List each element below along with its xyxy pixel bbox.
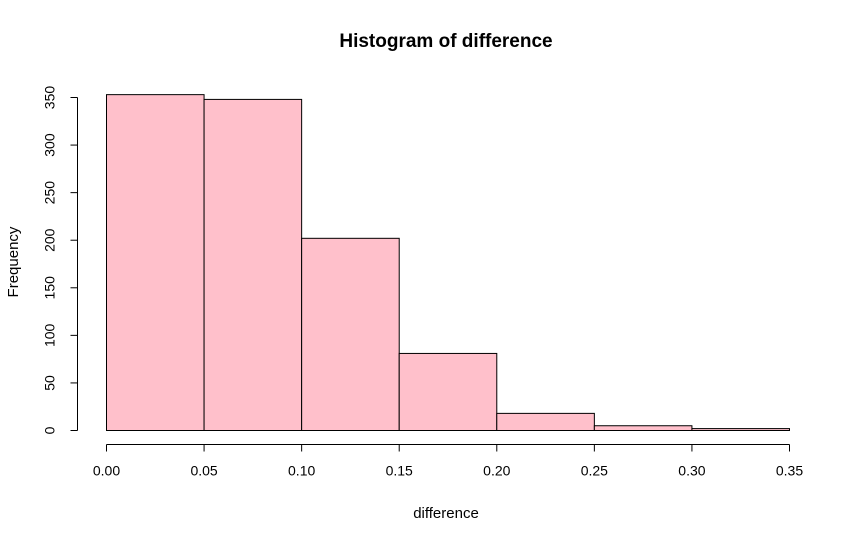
y-tick-label-2: 100 bbox=[42, 323, 58, 347]
x-tick-label-5: 0.25 bbox=[581, 463, 608, 479]
histogram-bar-5 bbox=[593, 425, 693, 432]
x-tick-label-0: 0.00 bbox=[93, 463, 120, 479]
y-axis-label: Frequency bbox=[5, 226, 22, 297]
y-tick-label-7: 350 bbox=[42, 86, 58, 110]
histogram-bar-1 bbox=[203, 98, 303, 431]
x-tick-label-7: 0.35 bbox=[776, 463, 803, 479]
x-tick-label-3: 0.15 bbox=[386, 463, 413, 479]
x-tick-label-1: 0.05 bbox=[190, 463, 217, 479]
histogram-bar-4 bbox=[496, 412, 595, 432]
histogram-bar-0 bbox=[106, 94, 205, 431]
y-tick-label-6: 300 bbox=[42, 133, 58, 157]
y-axis: 0 50 100 150 200 250 300 350 bbox=[42, 86, 78, 434]
y-tick-label-1: 50 bbox=[42, 375, 58, 391]
y-tick-label-5: 250 bbox=[42, 181, 58, 205]
y-tick-label-4: 200 bbox=[42, 228, 58, 252]
x-axis: 0.00 0.05 0.10 0.15 0.20 0.25 0.30 0.35 bbox=[93, 444, 803, 479]
chart-title: Histogram of difference bbox=[339, 31, 552, 52]
histogram-bar-2 bbox=[301, 237, 400, 431]
x-tick-label-4: 0.20 bbox=[483, 463, 510, 479]
bars-group bbox=[106, 94, 791, 432]
x-tick-label-6: 0.30 bbox=[678, 463, 705, 479]
y-tick-label-0: 0 bbox=[42, 426, 58, 434]
histogram-bar-6 bbox=[691, 428, 791, 431]
x-axis-label: difference bbox=[413, 505, 479, 522]
x-tick-label-2: 0.10 bbox=[288, 463, 315, 479]
histogram-bar-3 bbox=[398, 352, 498, 432]
y-tick-label-3: 150 bbox=[42, 276, 58, 300]
